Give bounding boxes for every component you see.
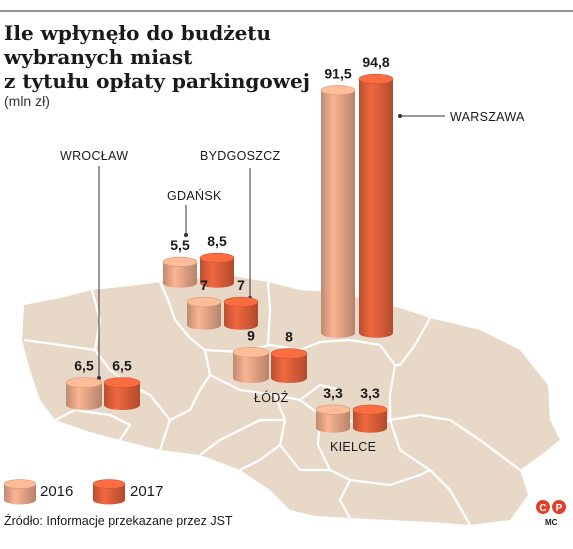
leader-dot-wroclaw (97, 376, 101, 380)
bar-2016-wroclaw (65, 377, 103, 411)
value-label-2017-wroclaw: 6,5 (112, 358, 132, 374)
bar-2016-lodz (232, 346, 270, 384)
city-label-wroclaw: WROCŁAW (60, 149, 128, 163)
leader-dot-gdansk (184, 233, 188, 237)
legend-swatch-2017 (92, 479, 126, 505)
bar-2016-gdansk (162, 256, 198, 288)
city-label-lodz: ŁÓDŹ (254, 390, 289, 405)
svg-text:P: P (556, 503, 563, 514)
bar-2017-bydgoszcz (223, 296, 259, 330)
map-outline (22, 276, 560, 525)
legend-swatch-2016 (3, 479, 37, 505)
title-line-3: z tytułu opłaty parkingowej (4, 69, 310, 93)
unit-label: (mln zł) (4, 93, 50, 109)
value-label-2016-bydgoszcz: 7 (200, 277, 208, 293)
bar-2017-kielce (352, 404, 388, 433)
value-label-2016-gdansk: 5,5 (170, 237, 190, 253)
value-label-2016-warszawa: 91,5 (324, 65, 351, 81)
legend-label-2017: 2017 (130, 483, 163, 500)
value-label-2016-kielce: 3,3 (323, 385, 343, 401)
bar-2017-gdansk (199, 252, 235, 288)
leader-lines (98, 115, 445, 378)
leader-dot-warszawa (398, 114, 402, 118)
bars: 91,5 94,8 5,5 8,5 7 7 9 8 6,5 6,5 3,3 3,3 (65, 54, 394, 433)
city-label-kielce: KIELCE (330, 440, 376, 454)
title-line-1: Ile wpłynęło do budżetu (4, 21, 271, 45)
city-label-bydgoszcz: BYDGOSZCZ (200, 149, 281, 163)
source-note: Źródło: Informacje przekazane przez JST (4, 513, 233, 528)
bar-2016-warszawa (320, 85, 356, 338)
bar-2016-bydgoszcz (186, 296, 222, 330)
value-label-2017-lodz: 8 (285, 329, 293, 345)
cp-logo: C P (536, 500, 566, 514)
city-label-warszawa: WARSZAWA (450, 110, 525, 124)
value-label-2017-kielce: 3,3 (360, 385, 380, 401)
legend-cyl-2017-shape (92, 479, 126, 505)
bar-2017-wroclaw (103, 377, 141, 411)
bar-2016-kielce (315, 404, 351, 433)
legend-cyl-2016-shape (3, 479, 37, 505)
legend: 2016 2017 (3, 479, 163, 505)
value-label-2017-gdansk: 8,5 (207, 233, 227, 249)
author-initials: MC (545, 518, 558, 527)
title-line-2: wybranych miast (3, 45, 193, 69)
value-label-2016-wroclaw: 6,5 (74, 358, 94, 374)
legend-label-2016: 2016 (40, 483, 73, 500)
value-label-2017-warszawa: 94,8 (362, 54, 389, 70)
value-label-2016-lodz: 9 (247, 327, 255, 343)
svg-text:C: C (539, 503, 546, 514)
bar-2017-lodz (270, 348, 308, 384)
value-label-2017-bydgoszcz: 7 (237, 277, 245, 293)
city-label-gdansk: GDAŃSK (167, 188, 222, 203)
bar-2017-warszawa (358, 73, 394, 338)
